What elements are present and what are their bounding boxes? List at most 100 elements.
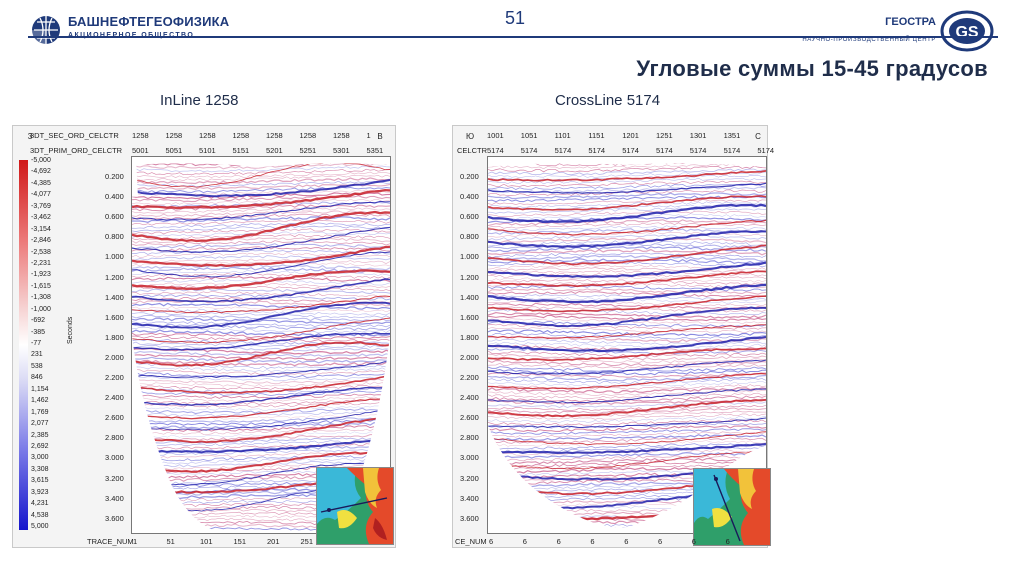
x-axis-label: CE_NUM (455, 537, 487, 546)
header-row1-value: 1258 (199, 131, 216, 140)
right-brand: ГЕОСТРА НАУЧНО-ПРОИЗВОДСТВЕННЫЙ ЦЕНТР (802, 16, 936, 43)
time-tick-label: 1.800 (460, 332, 479, 342)
time-tick-label: 0.800 (460, 232, 479, 242)
colorbar-label: 3,308 (31, 465, 49, 473)
colorbar-label: -4,385 (31, 179, 51, 187)
colorbar-label: 3,000 (31, 454, 49, 462)
colorbar-label: -3,769 (31, 202, 51, 210)
time-tick-label: 2.200 (460, 373, 479, 382)
colorbar-label: -385 (31, 328, 46, 336)
bashneftegeofizika-logo-icon (32, 16, 60, 46)
time-tick-label: 0.200 (105, 172, 124, 181)
time-tick-label: 1.600 (460, 312, 479, 322)
time-tick-label: 1.000 (105, 252, 124, 262)
time-tick-label: 2.600 (105, 413, 124, 423)
time-tick-label: 3.600 (105, 513, 124, 523)
direction-west-label: З (27, 132, 33, 141)
header-divider (28, 36, 998, 38)
time-tick-label: 3.000 (105, 453, 124, 463)
colorbar-label: -3,154 (31, 225, 51, 233)
time-tick-label: 3.200 (460, 473, 479, 483)
time-tick-label: 2.200 (105, 373, 124, 382)
trace-tick-label: 251 (300, 537, 314, 546)
header-row2-value: 5174 (656, 146, 673, 155)
page-number: 51 (505, 8, 526, 28)
time-tick-label: 1.400 (460, 292, 479, 302)
time-tick-label: 0.600 (105, 212, 124, 222)
header-row1-value: 1351 (723, 131, 741, 140)
header-row2-value: 5051 (165, 146, 183, 155)
colorbar-label: -2,846 (31, 237, 51, 245)
location-map-icon (694, 469, 770, 545)
header-row1-value: 1301 (689, 131, 707, 140)
header-row2-value: 5201 (266, 146, 283, 155)
colorbar-label: 4,538 (31, 511, 49, 519)
header-row2-value: 5351 (366, 146, 384, 155)
direction-north-label: С (755, 132, 761, 141)
colorbar-label: 4,231 (31, 500, 49, 508)
time-tick-label: 0.400 (105, 192, 124, 202)
header-row2-value: 5174 (757, 146, 775, 155)
colorbar-label: 538 (31, 362, 43, 370)
time-tick-label: 0.200 (460, 172, 479, 181)
crossline-seismic-section[interactable] (487, 156, 767, 534)
time-tick-label: 2.800 (460, 433, 479, 443)
geostra-gs-logo-icon: GS (940, 10, 994, 52)
trace-tick-label: 6 (522, 537, 527, 546)
inline-seismic-section[interactable] (131, 156, 391, 534)
time-tick-label: 1.200 (105, 272, 124, 282)
crossline-seismic-panel: Ю С CELCTR 1001 1051 1101 1151 1201 1251 1301 1… (452, 125, 774, 548)
header-row1-value: 1101 (554, 131, 571, 140)
header-row1-value: 1201 (622, 131, 639, 140)
amplitude-colorbar (19, 160, 28, 530)
location-map-icon (317, 468, 393, 544)
time-tick-label: 1.400 (105, 292, 124, 302)
header-row2-value: 5301 (333, 146, 350, 155)
colorbar-label: 1,462 (31, 397, 49, 405)
header-row2-value: 5251 (299, 146, 317, 155)
trace-tick-label: 1 (133, 537, 138, 546)
right-brand-subtitle: НАУЧНО-ПРОИЗВОДСТВЕННЫЙ ЦЕНТР (802, 37, 936, 43)
colorbar-label: -1,000 (31, 305, 51, 313)
header-row2-value: 5001 (132, 146, 149, 155)
time-tick-label: 2.400 (460, 393, 479, 403)
left-brand-subtitle: АКЦИОНЕРНОЕ ОБЩЕСТВО (68, 32, 229, 39)
header-row1-label: 3DT_SEC_ORD_CELCTR (30, 131, 119, 140)
time-tick-label: 0.600 (460, 212, 479, 222)
header-row2-label: 3DT_PRIM_ORD_CELCTR (30, 146, 123, 155)
colorbar-label: -4,692 (31, 168, 51, 176)
header-row1-value: 1051 (520, 131, 538, 140)
header-row2-value: 5174 (554, 146, 572, 155)
time-tick-label: 2.400 (105, 393, 124, 403)
trace-tick-label: 51 (166, 537, 175, 546)
time-tick-label: 3.000 (460, 453, 479, 463)
time-tick-label: 2.800 (105, 433, 124, 443)
time-tick-label: 2.600 (460, 413, 479, 423)
direction-east-label: В (377, 132, 383, 141)
colorbar-label: -77 (31, 340, 42, 347)
trace-tick-label: 6 (691, 537, 696, 546)
header-row2-value: 5174 (520, 146, 538, 155)
gs-logo-text: GS (955, 24, 978, 41)
colorbar-label: 2,385 (31, 431, 49, 439)
slide-title: Угловые суммы 15-45 градусов (636, 56, 988, 81)
trace-tick-label: 6 (658, 537, 663, 546)
inline-seismic-panel: З В 3DT_SEC_ORD_CELCTR 3DT_PRIM_ORD_CELC… (12, 125, 396, 548)
time-tick-label: 1.200 (460, 272, 479, 282)
header-row2-label: CELCTR (457, 146, 488, 155)
time-tick-label: 3.600 (460, 513, 479, 523)
header-row2-value: 5101 (199, 146, 216, 155)
crossline-panel-title: CrossLine 5174 (555, 92, 661, 109)
time-tick-label: 3.400 (105, 493, 124, 503)
colorbar-label: 1,769 (31, 408, 49, 416)
colorbar-label: -1,923 (31, 271, 51, 279)
header-row2-value: 5174 (622, 146, 639, 155)
trace-tick-label: 6 (489, 537, 494, 546)
colorbar-label: -2,538 (31, 248, 51, 256)
colorbar-label: 1,154 (31, 385, 49, 393)
left-brand-name: БАШНЕФТЕГЕОФИЗИКА (68, 14, 230, 29)
header-row2-value: 5174 (588, 146, 606, 155)
header-row2-value: 5151 (232, 146, 250, 155)
header-row1-value: 1258 (132, 131, 149, 140)
colorbar-label: -692 (31, 317, 46, 325)
